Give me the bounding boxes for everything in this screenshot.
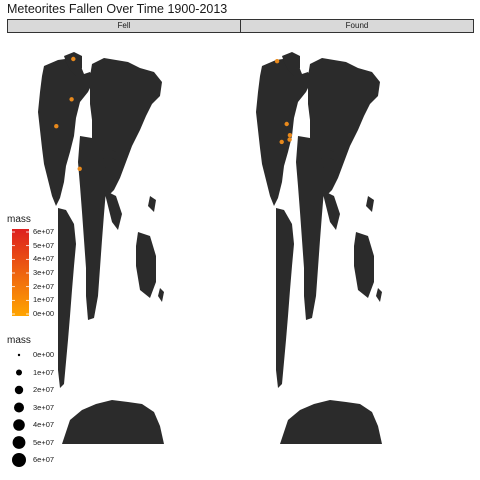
facet-panel-found: [256, 52, 382, 444]
chart-title: Meteorites Fallen Over Time 1900-2013: [7, 2, 228, 16]
meteorite-point-fell-2: [69, 97, 74, 102]
meteorite-point-fell-4: [77, 166, 82, 171]
size-legend-label: 1e+07: [33, 367, 55, 377]
size-legend-dot: [14, 385, 24, 395]
meteorite-point-fell-1: [54, 124, 59, 129]
size-legend-label: 3e+07: [33, 402, 55, 412]
size-legend-label: 4e+07: [33, 420, 55, 429]
color-legend-ticks: [12, 231, 29, 315]
size-legend-label: 0e+00: [33, 350, 55, 359]
meteorite-point-fell-3: [71, 56, 76, 62]
size-legend-label: 5e+07: [33, 437, 55, 447]
points-found: [274, 59, 293, 145]
size-legend-dot: [12, 436, 26, 449]
color-legend-label: 2e+07: [33, 281, 55, 291]
meteorite-point-found-1: [274, 59, 280, 64]
meteorite-point-found-3: [279, 139, 284, 145]
meteorite-point-found-2: [284, 121, 289, 127]
size-legend-dot: [12, 453, 26, 467]
color-legend-title: mass: [7, 214, 31, 225]
color-legend-label: 0e+00: [33, 309, 55, 318]
color-legend-label: 4e+07: [33, 254, 55, 264]
facet-strip-fell: Fell: [7, 19, 241, 33]
color-legend-label: 5e+07: [33, 240, 55, 250]
size-legend-title: mass: [7, 335, 31, 346]
points-fell: [54, 56, 82, 171]
size-legend-label: 2e+07: [33, 385, 55, 394]
world-map-found: [256, 52, 382, 444]
size-legend-dot: [13, 419, 25, 431]
size-legend-label: 6e+07: [33, 455, 55, 464]
facet-panel-fell: [38, 52, 164, 444]
color-legend-label: 6e+07: [33, 227, 55, 236]
facet-strip-found: Found: [240, 19, 474, 33]
size-legend-dots: [12, 353, 26, 467]
world-map-fell: [38, 52, 164, 444]
color-legend-label: 3e+07: [33, 268, 55, 277]
meteorite-point-found-5: [287, 133, 293, 138]
mass-color-bar: [12, 229, 29, 316]
size-legend-dot: [17, 353, 21, 357]
meteorite-point-found-4: [287, 137, 292, 142]
size-legend-dot: [16, 369, 22, 376]
size-legend-dot: [14, 402, 24, 413]
color-legend-label: 1e+07: [33, 295, 55, 305]
